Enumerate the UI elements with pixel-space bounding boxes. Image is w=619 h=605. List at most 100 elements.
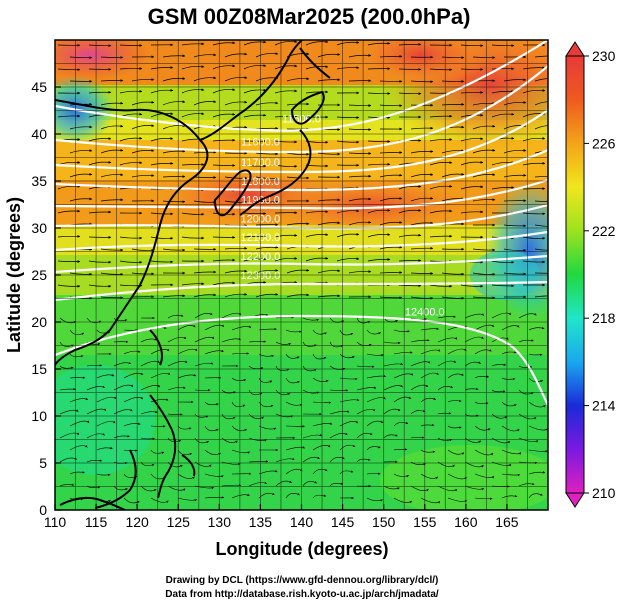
streamline	[429, 209, 453, 214]
graticule	[55, 40, 548, 510]
streamline	[379, 296, 403, 300]
streamline	[474, 349, 492, 355]
streamline	[113, 361, 132, 367]
streamline	[140, 360, 160, 367]
streamline	[88, 260, 112, 264]
streamline	[123, 350, 141, 355]
streamline	[119, 161, 143, 166]
streamline	[429, 184, 453, 190]
streamline	[100, 198, 124, 202]
streamline	[429, 138, 453, 142]
x-tick-label: 120	[125, 514, 149, 530]
streamline	[243, 64, 267, 70]
x-tick-label: 125	[167, 514, 191, 530]
streamline	[177, 324, 196, 331]
streamline	[356, 365, 375, 368]
temperature-field: 11500.011600.011700.011800.011900.012000…	[55, 40, 548, 510]
streamline	[57, 234, 81, 238]
streamline	[383, 341, 401, 345]
streamline	[255, 176, 279, 180]
streamline	[437, 315, 456, 319]
streamline	[224, 246, 248, 250]
streamline	[441, 56, 465, 60]
streamline	[356, 432, 373, 439]
x-tick-label: 150	[372, 514, 396, 530]
x-tick-label: 135	[249, 514, 273, 530]
streamline	[491, 312, 512, 319]
streamline	[348, 152, 372, 155]
streamline	[437, 360, 456, 367]
streamline	[231, 401, 246, 407]
streamline	[528, 326, 545, 331]
streamline	[243, 113, 267, 118]
streamline	[420, 497, 441, 504]
streamline	[420, 349, 441, 355]
streamline	[503, 173, 527, 178]
streamline	[491, 44, 515, 47]
y-tick-label: 25	[31, 267, 47, 283]
streamline	[379, 104, 403, 108]
streamline	[518, 389, 534, 395]
streamline	[317, 221, 341, 226]
streamline	[460, 137, 484, 142]
streamline	[379, 196, 403, 202]
streamline	[367, 258, 391, 262]
streamline	[162, 175, 186, 178]
streamline	[317, 269, 341, 274]
streamline	[131, 248, 155, 252]
streamline	[255, 245, 279, 250]
streamline	[503, 101, 527, 106]
streamline	[150, 66, 174, 70]
streamline	[437, 412, 452, 415]
streamline	[69, 125, 93, 130]
streamline	[212, 281, 236, 286]
streamline	[367, 41, 391, 46]
colorbar-tick-label: 222	[592, 223, 616, 239]
streamline	[366, 446, 381, 451]
streamline	[167, 413, 183, 416]
streamline	[367, 92, 391, 95]
streamline	[167, 437, 182, 443]
colorbar-tick-label: 218	[592, 310, 616, 326]
streamline	[224, 269, 248, 274]
streamline	[393, 372, 414, 379]
streamline	[150, 162, 174, 166]
streamline	[336, 116, 360, 120]
streamline	[113, 485, 128, 491]
streamline	[491, 90, 515, 94]
streamline	[150, 137, 174, 142]
streamline	[140, 384, 160, 391]
streamline	[224, 176, 248, 180]
streamline	[491, 260, 515, 264]
streamline	[88, 160, 112, 166]
streamline	[501, 494, 518, 499]
streamline	[69, 397, 88, 403]
streamline	[212, 64, 236, 70]
streamline	[336, 232, 360, 238]
streamline	[119, 44, 143, 47]
streamline	[100, 272, 124, 276]
streamline	[59, 483, 75, 487]
streamline	[528, 493, 543, 499]
streamline	[472, 124, 496, 130]
streamline	[534, 248, 548, 251]
streamline	[339, 420, 359, 427]
streamline	[348, 197, 372, 202]
streamline	[437, 336, 458, 343]
streamline	[518, 339, 534, 343]
streamline	[522, 89, 546, 94]
streamline	[255, 152, 279, 156]
streamline	[383, 408, 401, 415]
streamline	[305, 40, 329, 46]
streamline	[255, 101, 279, 106]
streamline	[348, 174, 372, 178]
streamline	[491, 413, 508, 419]
x-tick-label: 140	[290, 514, 314, 530]
streamline	[534, 78, 548, 82]
streamline	[181, 88, 205, 94]
streamline	[243, 164, 267, 168]
streamline	[460, 185, 484, 190]
streamline	[383, 434, 398, 439]
streamline	[339, 470, 354, 475]
streamline	[420, 372, 439, 379]
